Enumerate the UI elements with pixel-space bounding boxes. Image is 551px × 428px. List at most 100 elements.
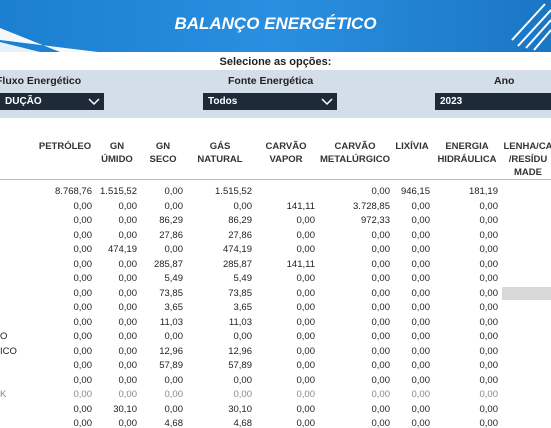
dropdown[interactable]: Todos [203, 93, 337, 110]
cell-value: 57,89 [159, 360, 183, 371]
cell-value: 0,00 [371, 302, 391, 313]
cell-value: 0,00 [411, 244, 431, 255]
cell-value: 0,00 [296, 287, 316, 299]
cell-value: 3,65 [164, 302, 184, 313]
cell-value: 0,00 [164, 244, 184, 255]
cell-value: 0,00 [479, 215, 499, 226]
cell-value: 11,03 [228, 316, 252, 328]
cell-value: 0,00 [164, 389, 184, 400]
cell-value: 285,87 [222, 258, 252, 270]
cell-value: 0,00 [371, 374, 391, 386]
cell-value: 11,03 [159, 316, 183, 328]
row-label: K [0, 389, 7, 400]
dropdown-value: Todos [208, 96, 238, 107]
cell-value: 86,29 [228, 215, 252, 226]
cell-value: 0,00 [371, 345, 391, 357]
cell-value: 0,00 [411, 215, 431, 226]
cell-value: 0,00 [73, 258, 93, 270]
cell-value: 0,00 [73, 287, 93, 299]
cell-value: 0,00 [296, 229, 316, 241]
cell-value: 0,00 [118, 360, 138, 371]
cell-value: 0,00 [73, 403, 93, 415]
cell-value: 0,00 [296, 331, 316, 342]
cell-value: 181,19 [468, 186, 498, 197]
chevron [88, 98, 100, 106]
cell-value: 86,29 [159, 215, 183, 226]
cell-value: 0,00 [411, 345, 431, 357]
header-decor [0, 3, 551, 52]
cell-value: 30,10 [113, 403, 137, 415]
cell-value: 0,00 [296, 273, 316, 284]
cell-value: 0,00 [164, 200, 184, 212]
cell-value: 0,00 [118, 374, 138, 386]
filter-label: Ano [494, 75, 515, 87]
cell-value: 0,00 [371, 229, 391, 241]
cell-value: 0,00 [479, 403, 499, 415]
cell-value: 0,00 [479, 331, 499, 342]
cell-value: 57,89 [228, 360, 252, 371]
cell-value: 0,00 [73, 302, 93, 313]
column-header: CARVÃO [334, 141, 376, 152]
cell-value: 0,00 [296, 302, 316, 313]
cell-value: 3,65 [233, 302, 253, 313]
cell-value: 0,00 [411, 316, 431, 328]
column-header: GN [109, 141, 125, 152]
cell-value: 73,85 [228, 287, 252, 299]
cell-value: 0,00 [118, 229, 138, 241]
cell-value: 30,10 [228, 403, 252, 415]
cell-value: 0,00 [479, 244, 499, 255]
cell-value: 5,49 [164, 273, 184, 284]
cell-value: 0,00 [371, 316, 391, 328]
cell-value: 0,00 [118, 273, 138, 284]
cell-value: 0,00 [411, 418, 431, 428]
cell-value: 0,00 [296, 316, 316, 328]
cell-value: 12,96 [159, 345, 183, 357]
cell-value: 474,19 [107, 244, 137, 255]
cell-value: 0,00 [371, 418, 391, 428]
cell-value: 0,00 [296, 360, 316, 371]
dropdown-value: DUÇÃO [5, 96, 42, 107]
cell-value: 0,00 [118, 345, 138, 357]
chevron [321, 98, 333, 106]
cell-value: 0,00 [411, 258, 431, 270]
cell-value: 0,00 [371, 258, 391, 270]
title: BALANÇO ENERGÉTICO [174, 14, 377, 33]
cell-value: 0,00 [411, 302, 431, 313]
cell-value: 0,00 [73, 229, 93, 241]
cell-value: 0,00 [164, 374, 184, 386]
cell-value: 0,00 [371, 244, 391, 255]
cell-value: 0,00 [479, 302, 499, 313]
cell-value: 0,00 [73, 316, 93, 328]
cell-value: 0,00 [164, 331, 184, 342]
cell-value: 0,00 [73, 215, 93, 226]
cell-value: 0,00 [73, 389, 93, 400]
cell-value: 0,00 [118, 200, 138, 212]
cell-value: 0,00 [118, 316, 138, 328]
cell-value: 0,00 [296, 215, 316, 226]
cell-value: 0,00 [296, 403, 316, 415]
cell-value: 0,00 [371, 360, 391, 371]
cell-value: 0,00 [411, 200, 431, 212]
filter-label: Fonte Energética [228, 75, 314, 87]
cell-value: 0,00 [73, 360, 93, 371]
cell-value: 3.728,85 [353, 200, 390, 212]
cell-value: 0,00 [479, 418, 499, 428]
column-header: LIXÍVIA [395, 141, 429, 152]
dropdown[interactable]: DUÇÃO [0, 93, 104, 110]
cell-value: 0,00 [479, 389, 499, 400]
column-header: HIDRÁULICA [437, 154, 497, 165]
dropdown[interactable]: 2023 [435, 93, 551, 110]
cell-value: 8.768,76 [55, 186, 92, 197]
column-header: VAPOR [269, 154, 303, 165]
cell-value: 12,96 [228, 345, 252, 357]
cell-value: 141,11 [286, 258, 315, 270]
row-label: O [0, 331, 8, 342]
cell-value: 0,00 [479, 200, 499, 212]
cell-value: 0,00 [411, 403, 431, 415]
filter-label: Fluxo Energético [0, 75, 82, 87]
cell-value: 0,00 [479, 374, 499, 386]
column-header: ENERGIA [445, 141, 489, 152]
cell-value: 0,00 [164, 186, 184, 197]
cell-value: 972,33 [360, 215, 390, 226]
